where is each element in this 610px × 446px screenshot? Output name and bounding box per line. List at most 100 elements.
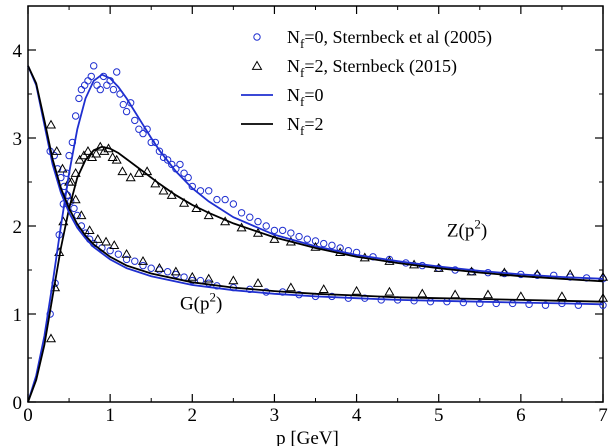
- data-point: [57, 163, 68, 173]
- series-2: [46, 147, 607, 309]
- data-point: [139, 261, 147, 270]
- data-point: [476, 299, 484, 308]
- data-point: [45, 119, 57, 129]
- data-point: [450, 289, 461, 299]
- data-point: [180, 169, 188, 177]
- data-point: [70, 167, 81, 177]
- data-point: [163, 156, 172, 164]
- legend-label: Nf=2, Sternbeck (2015): [287, 56, 457, 80]
- data-point: [70, 194, 81, 204]
- data-point: [599, 301, 607, 309]
- series-layer: [27, 62, 609, 403]
- y-tick-label: 0: [13, 393, 23, 414]
- data-point: [508, 299, 517, 308]
- data-point: [135, 125, 143, 133]
- data-point: [252, 277, 264, 287]
- legend-label: Nf=0: [287, 85, 324, 109]
- curve-annotation: Z(p2): [447, 217, 487, 242]
- data-point: [184, 173, 192, 182]
- data-point: [203, 273, 214, 283]
- data-point: [93, 81, 101, 89]
- data-point: [71, 112, 80, 120]
- series-line: [27, 65, 604, 303]
- series-5: [27, 145, 604, 403]
- annotations: Z(p2) G(p2): [180, 217, 487, 315]
- data-point: [77, 85, 86, 94]
- data-point: [246, 213, 254, 221]
- series-line: [27, 73, 604, 403]
- data-point: [51, 145, 62, 155]
- data-point: [122, 107, 131, 116]
- data-point: [121, 248, 132, 258]
- data-point: [278, 226, 287, 235]
- data-point: [187, 271, 198, 281]
- data-point: [114, 250, 123, 258]
- y-tick-label: 2: [13, 217, 23, 238]
- data-point: [556, 291, 567, 301]
- data-point: [45, 333, 57, 343]
- data-point: [133, 167, 144, 177]
- data-point: [384, 286, 395, 296]
- series-7: [27, 65, 604, 303]
- data-point: [328, 241, 336, 250]
- legend-label: Nf=2: [287, 114, 324, 138]
- data-point: [351, 285, 362, 295]
- data-point: [109, 85, 118, 94]
- data-point: [139, 129, 147, 138]
- data-point: [78, 150, 89, 160]
- data-point: [50, 282, 61, 292]
- data-point: [228, 275, 239, 285]
- data-point: [426, 297, 435, 306]
- data-point: [203, 210, 214, 220]
- y-tick-label: 1: [13, 305, 23, 326]
- legend-item: Nf=0: [241, 85, 324, 109]
- x-tick-label: 5: [434, 405, 444, 426]
- series-line: [27, 65, 604, 306]
- data-point: [109, 240, 120, 250]
- data-point: [459, 298, 468, 307]
- data-point: [311, 237, 320, 245]
- data-point: [107, 152, 118, 162]
- data-point: [82, 145, 94, 155]
- y-tick-label: 3: [13, 129, 23, 150]
- data-point: [103, 81, 111, 89]
- legend-label: Nf=0, Sternbeck et al (2005): [287, 27, 492, 51]
- data-point: [262, 222, 270, 230]
- axes: 0 1 2 3 4 5 6 7 0 1 2 3 4 p [GeV]: [13, 5, 608, 446]
- x-tick-label: 1: [105, 405, 115, 426]
- data-point: [179, 197, 190, 207]
- data-point: [254, 217, 262, 226]
- data-point: [172, 270, 180, 279]
- data-point: [417, 288, 428, 298]
- x-tick-label: 0: [23, 405, 33, 426]
- data-point: [70, 204, 78, 213]
- data-point: [117, 166, 128, 176]
- legend-item: Nf=2: [241, 114, 324, 138]
- data-point: [163, 268, 172, 276]
- data-point: [131, 116, 139, 125]
- x-tick-label: 3: [270, 405, 280, 426]
- series-line: [27, 145, 604, 403]
- data-point: [287, 229, 295, 237]
- legend-marker: [251, 60, 263, 70]
- data-point: [285, 282, 296, 292]
- data-point: [100, 236, 112, 246]
- data-point: [170, 266, 181, 276]
- data-point: [111, 154, 122, 164]
- data-point: [96, 85, 104, 94]
- data-point: [320, 239, 328, 248]
- data-point: [237, 209, 246, 217]
- data-point: [91, 148, 102, 158]
- y-tick-label: 4: [13, 41, 23, 62]
- data-point: [213, 195, 221, 204]
- data-point: [131, 257, 139, 265]
- data-point: [125, 172, 136, 182]
- data-point: [188, 182, 196, 191]
- curve-annotation: G(p2): [180, 290, 222, 315]
- data-point: [84, 77, 92, 85]
- legend-item: Nf=0, Sternbeck et al (2005): [253, 27, 492, 51]
- data-point: [318, 284, 329, 294]
- data-point: [76, 210, 87, 220]
- data-point: [113, 68, 121, 76]
